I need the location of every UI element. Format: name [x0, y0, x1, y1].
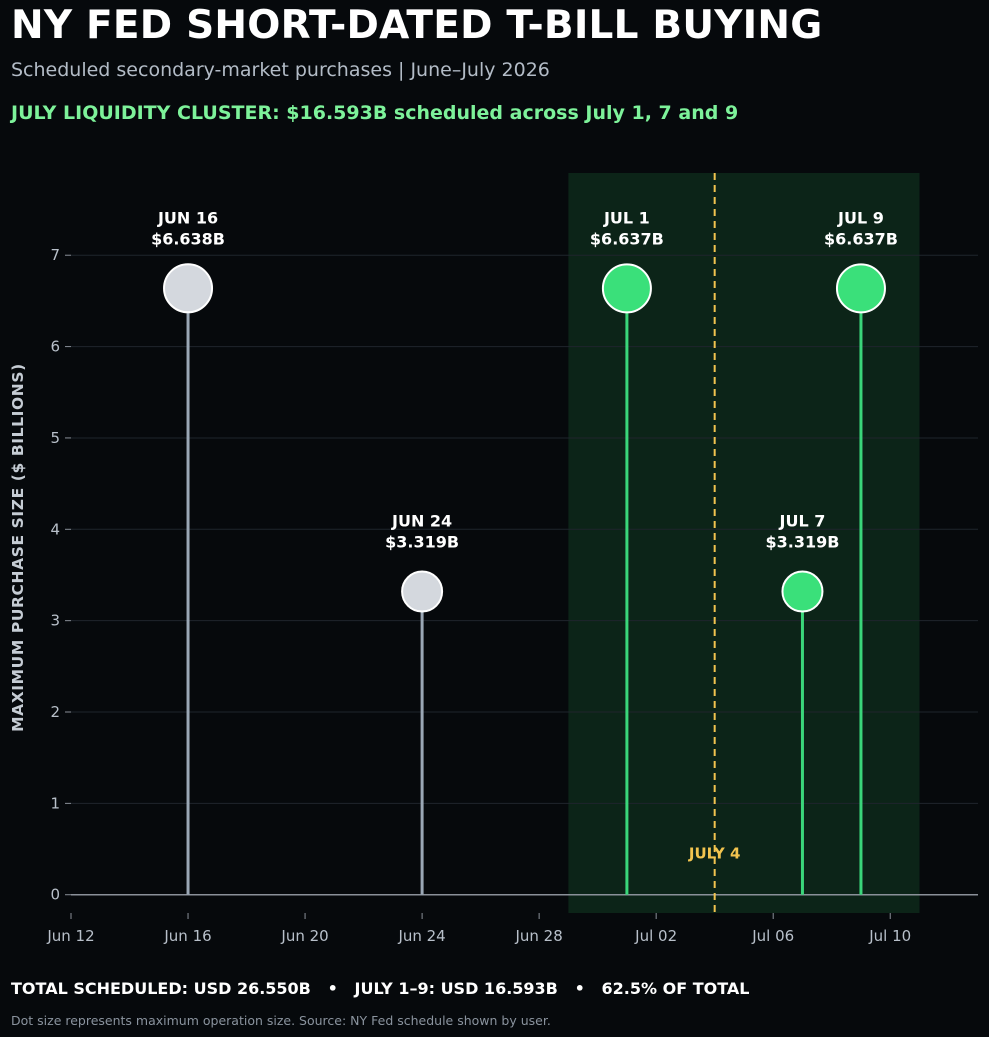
lollipop-point	[601, 263, 652, 314]
lollipop-point	[835, 263, 886, 314]
x-tick-label: Jul 06	[751, 927, 794, 945]
x-tick-label: Jul 10	[868, 927, 911, 945]
point-value-label: $6.638B	[151, 229, 225, 248]
lollipop-point	[401, 570, 444, 613]
point-date-label: JUN 16	[157, 208, 218, 227]
point-value-label: $3.319B	[385, 533, 459, 552]
july-4-label: JULY 4	[688, 845, 741, 863]
lollipop-point	[781, 570, 824, 613]
point-date-label: JUL 1	[603, 208, 650, 227]
y-tick-label: 2	[50, 703, 60, 721]
point-date-label: JUL 9	[837, 208, 884, 227]
lollipop-chart: 0 1 2 3 4 5 6 7 MAXIMUM PURCHASE SIZE ($ BILLION…	[9, 173, 978, 945]
point-value-label: $3.319B	[765, 533, 839, 552]
y-tick-label: 6	[50, 338, 60, 356]
source-note: Dot size represents maximum operation si…	[11, 1013, 551, 1028]
y-tick-label: 1	[50, 794, 60, 812]
lollipop-point	[163, 263, 214, 314]
y-tick-label: 7	[50, 246, 60, 264]
y-tick-label: 0	[50, 886, 60, 904]
x-tick-label: Jun 24	[397, 927, 445, 945]
point-value-label: $6.637B	[824, 229, 898, 248]
chart-title: NY FED SHORT-DATED T-BILL BUYING	[11, 3, 823, 48]
y-axis-label: MAXIMUM PURCHASE SIZE ($ BILLIONS)	[9, 363, 27, 732]
point-value-label: $6.637B	[590, 229, 664, 248]
point-date-label: JUN 24	[391, 512, 452, 531]
y-tick-label: 3	[50, 612, 60, 630]
highlight-callout: JULY LIQUIDITY CLUSTER: $16.593B schedul…	[11, 102, 739, 124]
x-tick-label: Jun 12	[46, 927, 94, 945]
y-tick-label: 4	[50, 520, 60, 538]
point-date-label: JUL 7	[779, 512, 826, 531]
summary-footer: TOTAL SCHEDULED: USD 26.550B • JULY 1–9:…	[11, 979, 750, 998]
x-tick-label: Jun 16	[163, 927, 211, 945]
y-tick-label: 5	[50, 429, 60, 447]
x-tick-label: Jul 02	[634, 927, 677, 945]
x-tick-label: Jun 20	[280, 927, 328, 945]
chart-subtitle: Scheduled secondary-market purchases | J…	[11, 59, 550, 81]
x-tick-label: Jun 28	[514, 927, 562, 945]
